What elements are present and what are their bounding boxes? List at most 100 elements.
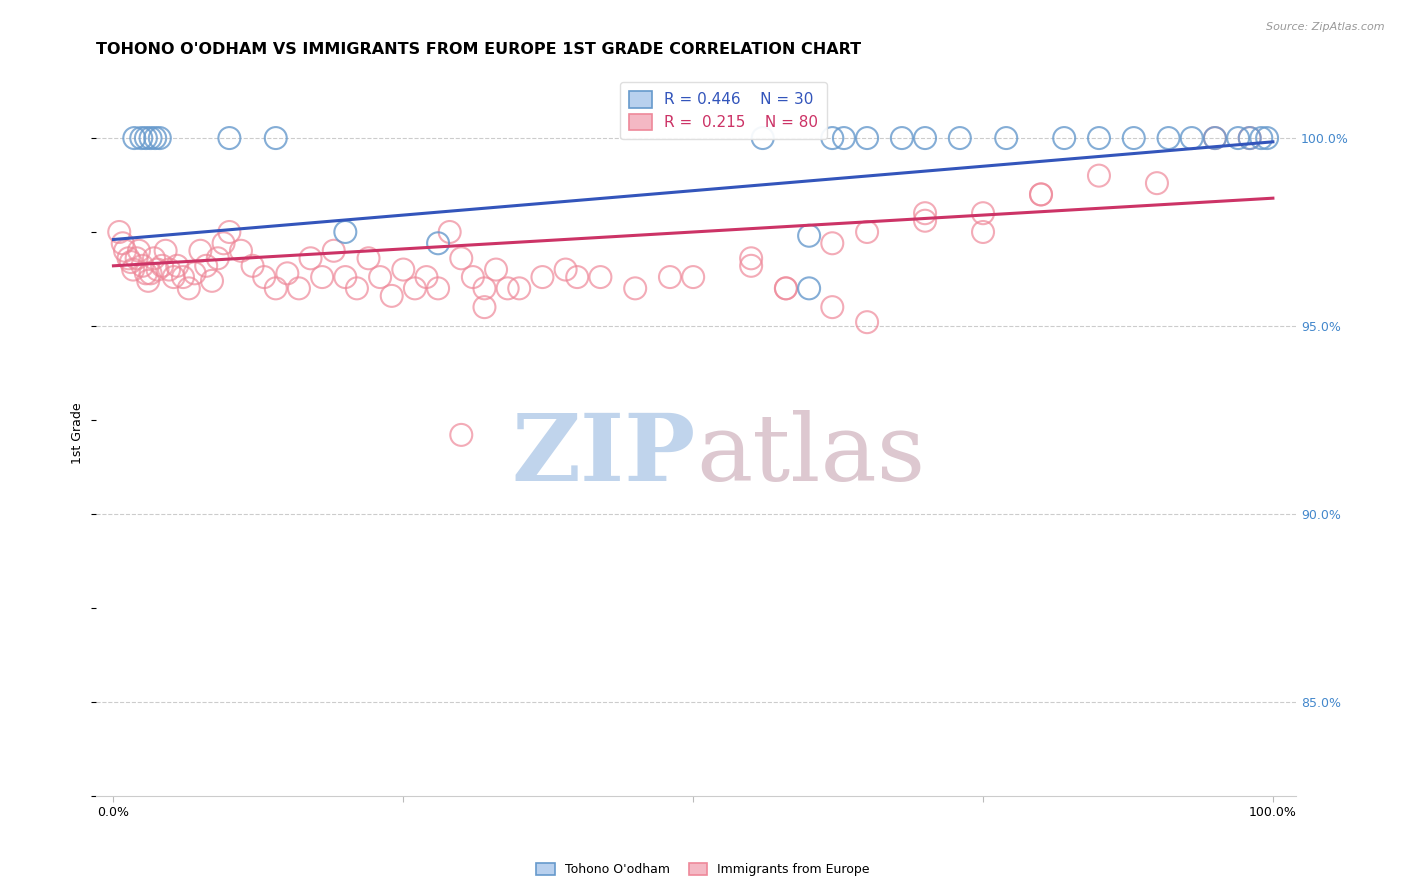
Point [485,262,508,277]
Point [474,281,496,295]
Point [131,259,153,273]
Point [740,252,762,266]
Point [357,252,380,266]
Point [120,255,142,269]
Point [1204,131,1226,145]
Point [129,131,152,145]
Point [427,236,450,251]
Point [1088,169,1111,183]
Legend: R = 0.446    N = 30, R =  0.215    N = 80: R = 0.446 N = 30, R = 0.215 N = 80 [620,82,827,139]
Point [1088,131,1111,145]
Point [218,225,240,239]
Point [508,281,530,295]
Legend: Tohono O'odham, Immigrants from Europe: Tohono O'odham, Immigrants from Europe [531,858,875,881]
Point [624,281,647,295]
Point [229,244,252,258]
Point [531,270,554,285]
Point [890,131,912,145]
Point [190,244,212,258]
Point [117,252,139,266]
Point [914,206,936,220]
Point [288,281,311,295]
Point [1204,131,1226,145]
Text: ZIP: ZIP [512,409,696,500]
Point [567,270,589,285]
Point [1239,131,1261,145]
Point [1053,131,1076,145]
Point [439,225,461,239]
Point [381,289,404,303]
Point [1227,131,1250,145]
Point [659,270,682,285]
Point [832,131,855,145]
Point [1239,131,1261,145]
Text: Source: ZipAtlas.com: Source: ZipAtlas.com [1267,22,1385,32]
Point [139,266,162,280]
Point [496,281,519,295]
Point [427,281,450,295]
Point [1157,131,1180,145]
Point [253,270,276,285]
Point [856,131,879,145]
Point [135,131,157,145]
Point [404,281,426,295]
Point [264,131,287,145]
Point [1250,131,1272,145]
Point [682,270,704,285]
Point [311,270,333,285]
Point [149,131,172,145]
Point [143,131,166,145]
Point [155,244,177,258]
Point [143,252,166,266]
Point [554,262,576,277]
Point [108,225,131,239]
Point [201,274,224,288]
Point [1029,187,1052,202]
Point [775,281,797,295]
Point [972,206,994,220]
Point [335,270,357,285]
Point [856,225,879,239]
Point [139,131,162,145]
Point [124,131,146,145]
Point [335,225,357,239]
Point [150,259,173,273]
Point [972,225,994,239]
Point [740,259,762,273]
Point [195,259,218,273]
Text: atlas: atlas [696,409,925,500]
Point [821,300,844,314]
Point [212,236,235,251]
Point [172,270,194,285]
Point [122,262,145,277]
Point [264,281,287,295]
Point [450,428,472,442]
Point [856,315,879,329]
Point [995,131,1018,145]
Point [276,266,298,280]
Point [125,252,148,266]
Point [146,262,169,277]
Point [751,131,773,145]
Point [461,270,484,285]
Point [1029,187,1052,202]
Point [1256,131,1278,145]
Point [914,213,936,227]
Point [218,131,240,145]
Point [177,281,200,295]
Point [821,236,844,251]
Point [821,131,844,145]
Text: TOHONO O'ODHAM VS IMMIGRANTS FROM EUROPE 1ST GRADE CORRELATION CHART: TOHONO O'ODHAM VS IMMIGRANTS FROM EUROPE… [96,42,860,57]
Point [450,252,472,266]
Point [775,281,797,295]
Point [797,281,820,295]
Point [183,266,205,280]
Point [207,252,229,266]
Point [111,236,134,251]
Point [415,270,437,285]
Point [392,262,415,277]
Point [797,228,820,243]
Point [136,274,159,288]
Point [322,244,344,258]
Point [949,131,972,145]
